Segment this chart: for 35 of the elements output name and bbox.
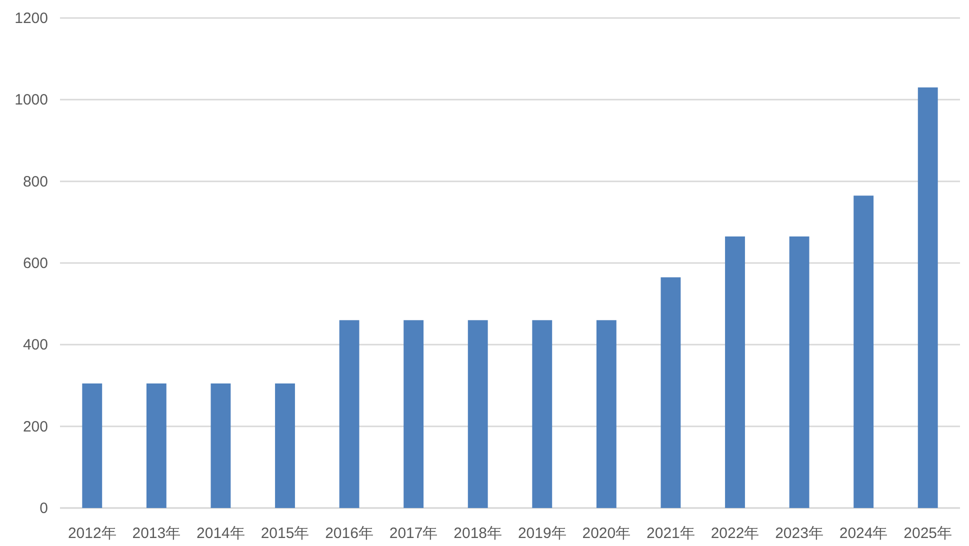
bar (210, 383, 231, 508)
x-tick-label: 2017年 (389, 525, 438, 542)
bar (725, 236, 745, 508)
y-tick-label: 800 (22, 173, 48, 190)
x-tick-label: 2012年 (68, 525, 116, 542)
y-tick-label: 1200 (14, 10, 48, 27)
y-tick-label: 0 (40, 500, 48, 517)
y-tick-label: 400 (22, 336, 48, 354)
x-tick-label: 2023年 (775, 525, 824, 542)
x-tick-label: 2024年 (839, 525, 888, 542)
x-tick-label: 2014年 (196, 525, 245, 542)
bar (82, 383, 102, 508)
bar (404, 320, 424, 508)
bar (339, 320, 360, 508)
bar (532, 320, 552, 508)
x-tick-label: 2015年 (260, 525, 310, 542)
y-tick-label: 200 (22, 418, 48, 436)
bar (854, 196, 874, 508)
x-tick-label: 2019年 (518, 525, 566, 542)
bar (918, 87, 938, 508)
x-tick-label: 2016年 (325, 525, 374, 542)
x-tick-label: 2025年 (904, 525, 952, 542)
bar (789, 236, 810, 508)
bar (660, 277, 681, 508)
bar (275, 383, 295, 508)
bar (146, 383, 166, 508)
bar (468, 320, 488, 508)
x-tick-label: 2013年 (132, 525, 181, 542)
x-tick-label: 2020年 (582, 525, 631, 542)
y-tick-label: 1000 (14, 92, 48, 109)
x-tick-label: 2022年 (710, 525, 760, 542)
y-tick-label: 600 (22, 255, 48, 272)
x-tick-label: 2018年 (454, 525, 502, 542)
x-tick-label: 2021年 (646, 525, 695, 542)
bar (596, 320, 616, 508)
